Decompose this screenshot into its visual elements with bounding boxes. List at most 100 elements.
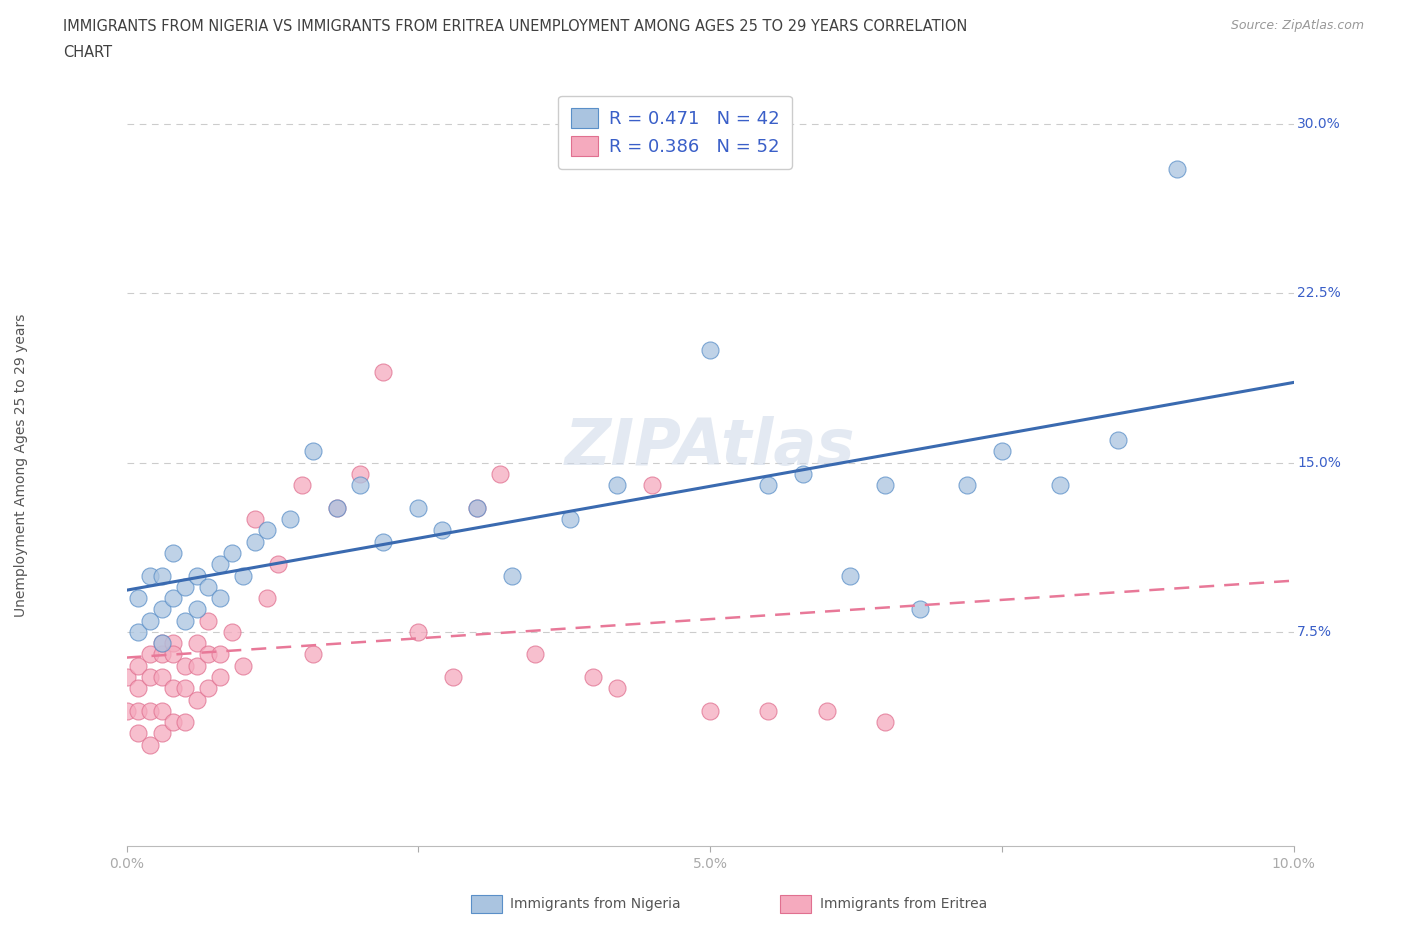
Point [558, 512, 581, 526]
Point [232, 568, 254, 583]
Point [524, 647, 547, 662]
Point [815, 703, 838, 718]
Point [699, 342, 721, 357]
Point [197, 613, 219, 628]
Point [373, 534, 395, 549]
Point [441, 670, 464, 684]
Point [174, 613, 197, 628]
Point [162, 636, 184, 651]
Text: 22.5%: 22.5% [1296, 286, 1341, 300]
Point [197, 647, 219, 662]
Point [582, 670, 605, 684]
Point [150, 636, 173, 651]
Text: Immigrants from Nigeria: Immigrants from Nigeria [510, 897, 681, 911]
Point [186, 602, 208, 617]
Point [150, 568, 173, 583]
Point [208, 647, 231, 662]
Point [606, 681, 628, 696]
Text: 30.0%: 30.0% [1296, 117, 1341, 131]
Point [1108, 432, 1130, 447]
Point [139, 613, 162, 628]
Point [267, 557, 290, 572]
Point [115, 703, 138, 718]
Point [150, 647, 173, 662]
Point [221, 546, 243, 561]
Point [1049, 478, 1071, 493]
Point [792, 467, 814, 482]
Point [956, 478, 979, 493]
Point [162, 715, 184, 730]
Point [127, 658, 149, 673]
Point [606, 478, 628, 493]
Point [465, 500, 488, 515]
Point [162, 647, 184, 662]
Point [232, 658, 254, 673]
Point [990, 444, 1012, 458]
Point [208, 591, 231, 605]
Point [150, 726, 173, 741]
Point [127, 591, 149, 605]
Point [174, 658, 197, 673]
Point [139, 647, 162, 662]
Point [302, 647, 325, 662]
Point [174, 681, 197, 696]
Text: Unemployment Among Ages 25 to 29 years: Unemployment Among Ages 25 to 29 years [14, 313, 28, 617]
Point [325, 500, 347, 515]
Text: IMMIGRANTS FROM NIGERIA VS IMMIGRANTS FROM ERITREA UNEMPLOYMENT AMONG AGES 25 TO: IMMIGRANTS FROM NIGERIA VS IMMIGRANTS FR… [63, 19, 967, 33]
Point [139, 670, 162, 684]
Point [162, 591, 184, 605]
Point [150, 670, 173, 684]
Point [489, 467, 512, 482]
Point [1166, 162, 1188, 177]
Point [640, 478, 664, 493]
Point [150, 602, 173, 617]
Point [208, 557, 231, 572]
Text: ZIPAtlas: ZIPAtlas [565, 417, 855, 478]
Point [127, 726, 149, 741]
Point [430, 523, 453, 538]
Point [162, 681, 184, 696]
Point [408, 500, 430, 515]
Point [139, 568, 162, 583]
Point [150, 703, 173, 718]
Text: CHART: CHART [63, 45, 112, 60]
Point [875, 478, 897, 493]
Point [325, 500, 347, 515]
Point [243, 534, 266, 549]
Point [278, 512, 301, 526]
Point [150, 636, 173, 651]
Point [465, 500, 488, 515]
Point [174, 715, 197, 730]
Point [127, 703, 149, 718]
Point [221, 624, 243, 639]
Legend: R = 0.471   N = 42, R = 0.386   N = 52: R = 0.471 N = 42, R = 0.386 N = 52 [558, 96, 792, 169]
Point [186, 658, 208, 673]
Point [139, 703, 162, 718]
Text: Immigrants from Eritrea: Immigrants from Eritrea [820, 897, 987, 911]
Point [127, 624, 149, 639]
Point [208, 670, 231, 684]
Point [256, 591, 278, 605]
Point [349, 478, 371, 493]
Point [162, 546, 184, 561]
Point [501, 568, 523, 583]
Point [302, 444, 325, 458]
Point [290, 478, 312, 493]
Point [197, 681, 219, 696]
Point [373, 365, 395, 379]
Point [115, 670, 138, 684]
Text: 15.0%: 15.0% [1296, 456, 1341, 470]
Point [174, 579, 197, 594]
Point [908, 602, 931, 617]
Point [756, 478, 779, 493]
Point [186, 692, 208, 707]
Point [256, 523, 278, 538]
Point [699, 703, 721, 718]
Point [139, 737, 162, 752]
Point [349, 467, 371, 482]
Point [186, 568, 208, 583]
Text: Source: ZipAtlas.com: Source: ZipAtlas.com [1230, 19, 1364, 32]
Point [243, 512, 266, 526]
Point [756, 703, 779, 718]
Point [839, 568, 862, 583]
